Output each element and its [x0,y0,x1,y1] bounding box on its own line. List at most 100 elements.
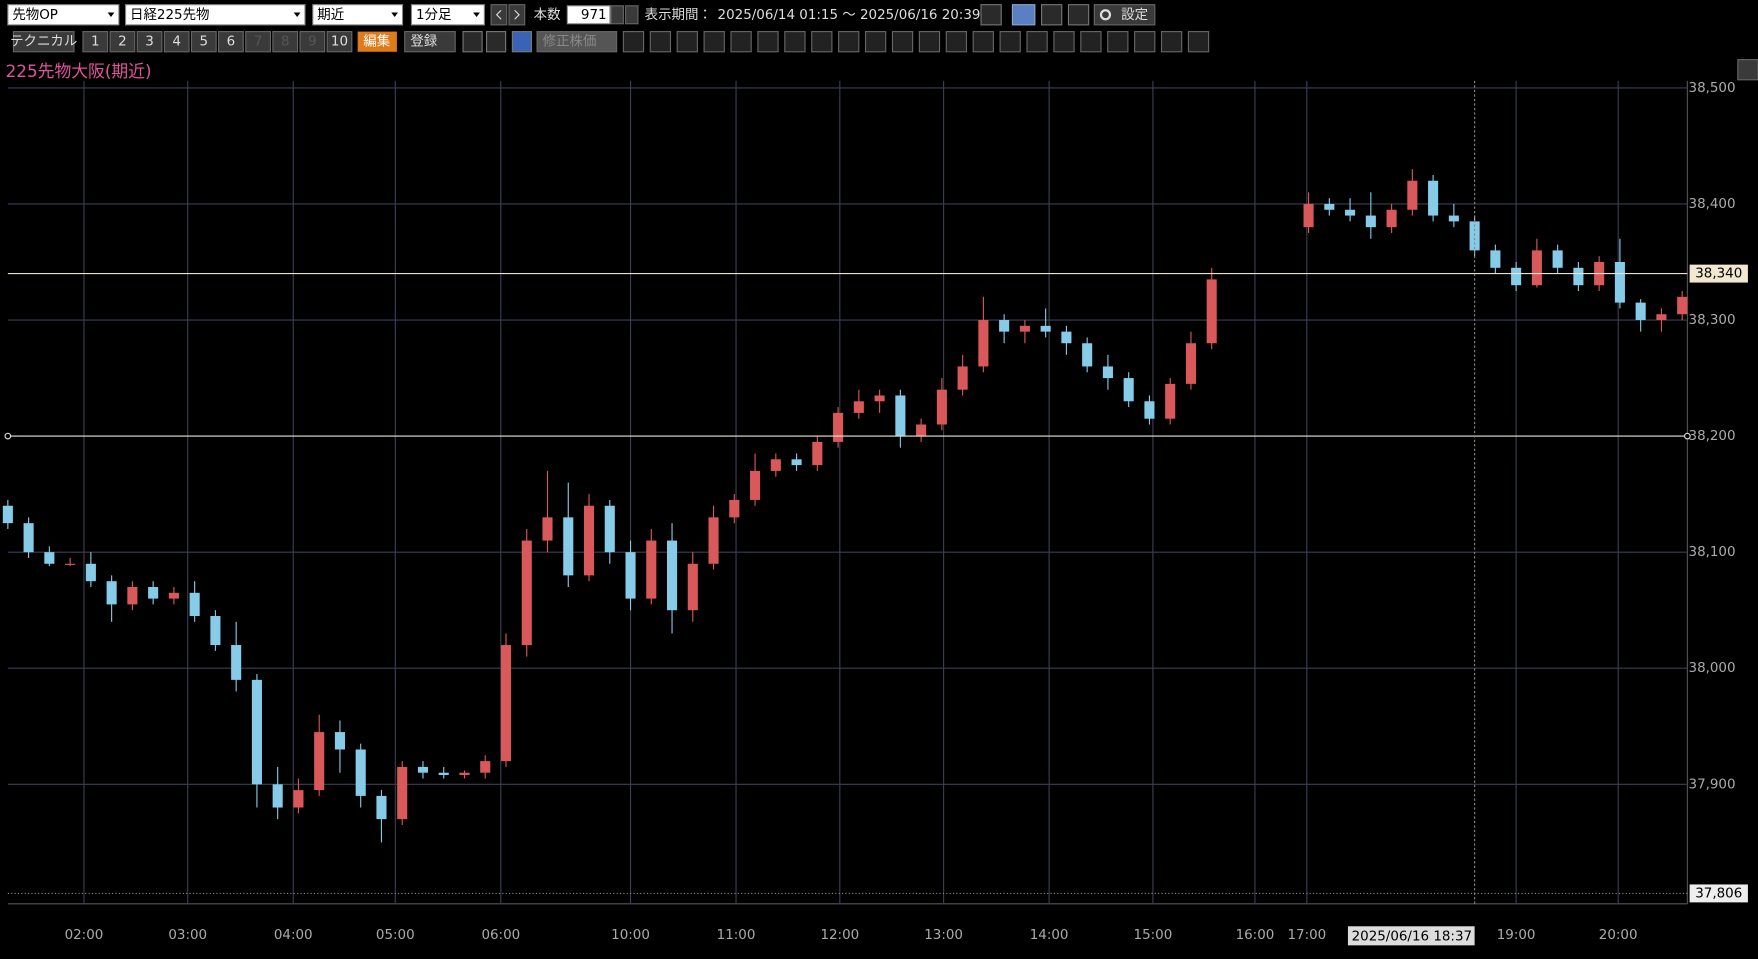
icon-button[interactable] [1160,31,1183,53]
icon-button[interactable] [999,31,1021,53]
icon-button[interactable] [945,31,968,53]
candle-body [85,563,96,582]
y-tick-label: 38,500 [1689,81,1736,96]
candle-body [1365,215,1376,228]
icon-button[interactable] [1107,31,1129,53]
edit-button[interactable] [357,31,397,52]
candle-body [604,505,615,553]
adjusted-button[interactable] [536,31,618,53]
candle-body [1490,250,1501,268]
prev-button[interactable] [490,4,508,26]
icon-button[interactable] [1067,4,1090,26]
panel-toggle[interactable] [1737,59,1758,81]
x-tick-label: 16:00 [1236,928,1275,943]
x-tick-label: 20:00 [1599,928,1638,943]
icon-button[interactable] [1011,4,1036,26]
x-tick-label: 15:00 [1134,928,1173,943]
candle-body [1303,203,1314,228]
candle-body [833,412,844,442]
icon-button[interactable] [918,31,941,53]
count-up[interactable] [625,5,639,25]
icon-button[interactable] [676,31,698,53]
select-contract[interactable] [312,4,404,26]
icon-button[interactable] [1053,31,1075,53]
number-button[interactable] [245,31,271,53]
icon-button[interactable] [811,31,833,53]
number-button[interactable] [272,31,299,53]
icon-button[interactable] [703,31,725,53]
candle-body [1573,267,1584,286]
candle-body [1511,267,1522,286]
number-button[interactable] [299,31,326,53]
number-button[interactable] [326,31,353,53]
select-symbol[interactable] [125,4,306,26]
settings-label: 設定 [1121,7,1148,23]
arrow-icons [495,9,520,20]
select-interval[interactable] [410,4,485,26]
select-text: 1分足 [416,7,451,23]
number-button[interactable] [218,31,244,53]
icon-button[interactable] [462,31,483,53]
number-label: 5 [200,35,209,50]
candle-body [1185,343,1196,384]
icon-button[interactable] [511,31,532,53]
icon-button[interactable] [757,31,779,53]
icon-button[interactable] [972,31,994,53]
number-button[interactable] [190,31,217,53]
candle-body [272,784,283,808]
icon-button[interactable] [784,31,806,53]
candle-body [189,592,200,617]
icon-button[interactable] [1134,31,1156,53]
candle-body [1019,325,1030,332]
x-tick-label: 06:00 [481,928,520,943]
candle-body [1040,325,1051,332]
icon-button[interactable] [838,31,860,53]
y-tick-label: 38,400 [1689,197,1736,212]
icon-button[interactable] [1080,31,1102,53]
select-text: 日経225先物 [130,7,209,23]
y-tick-label: 38,200 [1689,429,1736,444]
count-input[interactable] [566,5,611,25]
candle-body [895,395,906,437]
candle-body [625,552,636,599]
candle-body [1165,383,1176,419]
number-button[interactable] [82,31,109,53]
icon-button[interactable] [980,4,1002,26]
technical-button[interactable] [12,31,75,53]
candle-body [1386,209,1397,228]
x-tick-label: 05:00 [376,928,415,943]
number-button[interactable] [136,31,163,53]
icon-button[interactable] [891,31,914,53]
select-market[interactable] [7,4,120,26]
candle-body [1206,279,1217,344]
icon-button[interactable] [1026,31,1048,53]
icon-button[interactable] [622,31,645,53]
candle-body [417,766,429,773]
register-button[interactable] [404,31,456,53]
toolbar: 先物OP 日経225先物 期近 1分足 本数 971 表示期間： 2025/06… [7,4,1758,81]
candle-body [708,517,719,564]
candle-body [1448,215,1459,222]
candle-body [978,320,989,367]
cursor-label: 2025/06/16 18:37 [1352,929,1472,944]
period-label: 表示期間： [645,7,712,23]
x-tick-label: 17:00 [1287,928,1326,943]
candle-body [1428,180,1439,216]
icon-button[interactable] [1187,31,1210,53]
icon-button[interactable] [730,31,752,53]
candle-body [542,517,553,541]
icon-button[interactable] [486,31,507,53]
number-button[interactable] [109,31,136,53]
icon-button[interactable] [649,31,672,53]
next-button[interactable] [508,4,526,26]
count-dropdown[interactable] [610,5,624,25]
candle-body [2,505,13,524]
number-button[interactable] [163,31,190,53]
icon-button[interactable] [1041,4,1063,26]
select-text: 先物OP [12,7,58,23]
icon-button[interactable] [864,31,887,53]
candle-body [168,592,179,599]
settings-button[interactable] [1093,4,1156,26]
number-label: 6 [227,35,236,50]
x-tick-label: 13:00 [924,928,963,943]
